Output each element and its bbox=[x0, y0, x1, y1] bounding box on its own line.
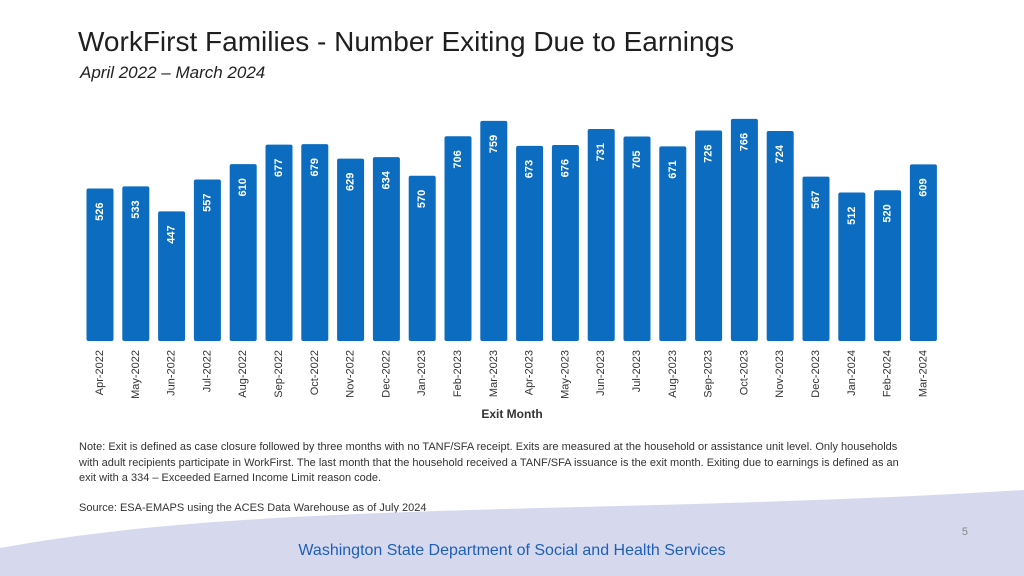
x-tick-label: Sep-2022 bbox=[273, 350, 285, 398]
bar-value-label: 724 bbox=[774, 144, 786, 163]
x-tick-label: Dec-2022 bbox=[380, 350, 392, 398]
source-note: Source: ESA-EMAPS using the ACES Data Wa… bbox=[79, 502, 427, 514]
page-title: WorkFirst Families - Number Exiting Due … bbox=[78, 26, 735, 57]
bar bbox=[874, 190, 902, 341]
x-tick-label: Sep-2023 bbox=[703, 350, 715, 398]
bar-value-label: 520 bbox=[882, 204, 894, 222]
footnote: Note: Exit is defined as case closure fo… bbox=[79, 441, 899, 484]
bar-value-label: 677 bbox=[273, 159, 285, 177]
x-tick-label: Mar-2023 bbox=[488, 350, 500, 397]
bar-value-label: 766 bbox=[738, 133, 750, 151]
x-tick-label: Jun-2023 bbox=[595, 350, 607, 396]
bar bbox=[408, 175, 436, 341]
footer-wave-shape bbox=[0, 490, 1024, 576]
x-tick-label: Mar-2024 bbox=[917, 350, 929, 397]
bar-value-label: 567 bbox=[810, 191, 822, 209]
bar-value-label: 679 bbox=[309, 158, 321, 176]
bar bbox=[158, 211, 186, 341]
x-tick-label: Jan-2024 bbox=[846, 350, 858, 396]
bar bbox=[838, 192, 866, 341]
x-tick-label: Oct-2022 bbox=[309, 350, 321, 395]
bar-value-label: 759 bbox=[488, 135, 500, 153]
bar bbox=[301, 144, 329, 341]
bar bbox=[623, 136, 651, 341]
bar bbox=[802, 176, 830, 341]
x-tick-label: Jun-2022 bbox=[166, 350, 178, 396]
bar bbox=[229, 164, 257, 341]
bar bbox=[337, 158, 365, 341]
bar bbox=[659, 146, 687, 341]
x-tick-label: Feb-2023 bbox=[452, 350, 464, 397]
bar bbox=[730, 118, 758, 341]
x-tick-label: Dec-2023 bbox=[810, 350, 822, 398]
x-tick-label: Oct-2023 bbox=[738, 350, 750, 395]
bar-value-label: 610 bbox=[237, 178, 249, 196]
bar bbox=[909, 164, 937, 341]
x-axis-title: Exit Month bbox=[481, 407, 542, 421]
bar bbox=[372, 157, 400, 341]
x-tick-label: Feb-2024 bbox=[882, 350, 894, 397]
page-number: 5 bbox=[961, 526, 968, 538]
x-tick-label: May-2023 bbox=[559, 350, 571, 399]
bar-value-label: 570 bbox=[416, 190, 428, 208]
bar bbox=[122, 186, 150, 341]
bar-value-label: 512 bbox=[846, 207, 858, 225]
bar bbox=[265, 144, 293, 341]
bar-value-label: 447 bbox=[166, 225, 178, 243]
x-tick-label: May-2022 bbox=[130, 350, 142, 399]
bar-value-label: 731 bbox=[595, 143, 607, 161]
x-tick-label: Apr-2022 bbox=[94, 350, 106, 395]
page-subtitle: April 2022 – March 2024 bbox=[80, 63, 266, 82]
x-tick-label: Jul-2023 bbox=[631, 350, 643, 392]
bar-value-label: 705 bbox=[631, 151, 643, 169]
x-tick-label: Apr-2023 bbox=[524, 350, 536, 395]
bar-chart: 526 Apr-2022 533 May-2022 447 Jun-2022 557 Jul-… bbox=[86, 118, 937, 421]
bar-value-label: 706 bbox=[452, 150, 464, 168]
x-tick-label: Aug-2023 bbox=[667, 350, 679, 398]
x-tick-label: Jan-2023 bbox=[416, 350, 428, 396]
bar bbox=[480, 120, 508, 341]
bar bbox=[86, 188, 114, 341]
footer-organization: Washington State Department of Social an… bbox=[298, 542, 726, 559]
bar bbox=[193, 179, 221, 341]
bar-value-label: 671 bbox=[667, 160, 679, 178]
bar bbox=[551, 144, 579, 341]
x-tick-label: Aug-2022 bbox=[237, 350, 249, 398]
bar-value-label: 634 bbox=[380, 170, 392, 189]
bar-value-label: 676 bbox=[559, 159, 571, 177]
bar bbox=[444, 136, 472, 341]
bar bbox=[587, 129, 615, 341]
bar-value-label: 526 bbox=[94, 202, 106, 220]
x-tick-label: Jul-2022 bbox=[201, 350, 213, 392]
x-tick-label: Nov-2022 bbox=[345, 350, 357, 398]
bar-value-label: 726 bbox=[703, 144, 715, 162]
bar bbox=[695, 130, 723, 341]
bar bbox=[516, 145, 544, 341]
bar bbox=[766, 131, 794, 341]
bar-value-label: 629 bbox=[345, 173, 357, 191]
bar-value-label: 533 bbox=[130, 200, 142, 218]
x-tick-label: Nov-2023 bbox=[774, 350, 786, 398]
bar-value-label: 557 bbox=[201, 193, 213, 211]
bar-value-label: 609 bbox=[917, 178, 929, 196]
bar-value-label: 673 bbox=[524, 160, 536, 178]
